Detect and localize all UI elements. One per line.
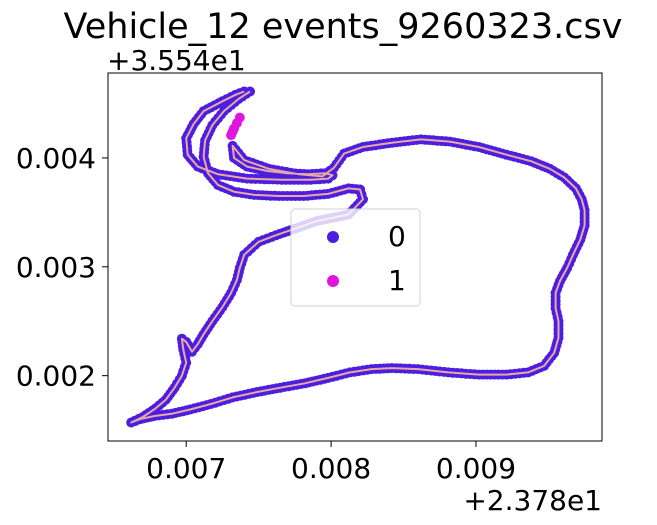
- y-tick-label: 0.003: [16, 251, 96, 284]
- legend-marker-1: [327, 275, 339, 287]
- point-series-1: [234, 112, 245, 123]
- x-offset-label: +2.378e1: [463, 484, 602, 517]
- y-axis: 0.002 0.003 0.004: [16, 142, 108, 393]
- legend-marker-0: [327, 231, 339, 243]
- x-axis: 0.007 0.008 0.009: [146, 441, 516, 485]
- legend: 0 1: [290, 208, 421, 307]
- data-layer: [126, 86, 590, 428]
- plot-frame: [107, 72, 603, 442]
- chart-title: Vehicle_12 events_9260323.csv: [64, 7, 623, 47]
- y-tick-label: 0.002: [16, 360, 96, 393]
- y-tick-label: 0.004: [16, 142, 96, 175]
- legend-label-1: 1: [388, 264, 406, 297]
- x-tick-label: 0.008: [291, 452, 371, 485]
- x-tick-label: 0.009: [436, 452, 516, 485]
- y-offset-label: +3.554e1: [107, 44, 246, 77]
- legend-box: [290, 208, 421, 307]
- x-tick-label: 0.007: [146, 452, 226, 485]
- legend-label-0: 0: [388, 220, 406, 253]
